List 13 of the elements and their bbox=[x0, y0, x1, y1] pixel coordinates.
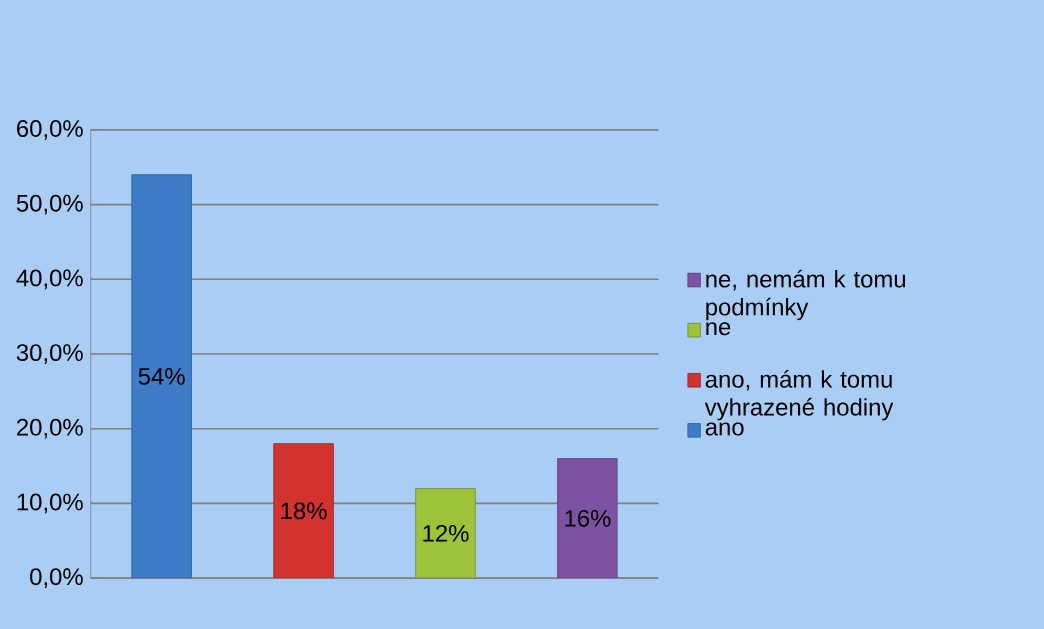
y-tick-label: 60,0% bbox=[17, 119, 83, 140]
data-label: 12% bbox=[423, 524, 469, 542]
data-label: 18% bbox=[281, 502, 327, 520]
y-tick-label: 50,0% bbox=[16, 194, 83, 215]
legend-label: ano bbox=[705, 422, 744, 436]
y-tick-label: 0,0% bbox=[30, 568, 83, 588]
data-label: 16% bbox=[565, 509, 611, 527]
y-tick-label: 20,0% bbox=[17, 418, 83, 439]
y-tick-label: 40,0% bbox=[16, 269, 83, 290]
data-label: 54% bbox=[138, 367, 185, 385]
legend-label: ne bbox=[706, 322, 731, 336]
y-tick-label: 10,0% bbox=[17, 493, 83, 514]
y-tick-label: 30,0% bbox=[16, 344, 83, 364]
